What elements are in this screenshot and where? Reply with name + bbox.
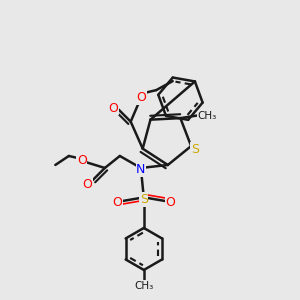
Text: S: S [191,142,199,156]
Text: CH₃: CH₃ [134,281,154,291]
Text: CH₃: CH₃ [198,111,217,121]
Text: S: S [140,193,148,206]
Text: O: O [112,196,122,209]
Text: O: O [136,92,146,104]
Text: O: O [165,196,175,209]
Text: O: O [82,178,92,191]
Text: N: N [136,163,146,176]
Text: O: O [108,102,118,115]
Text: O: O [77,154,87,167]
